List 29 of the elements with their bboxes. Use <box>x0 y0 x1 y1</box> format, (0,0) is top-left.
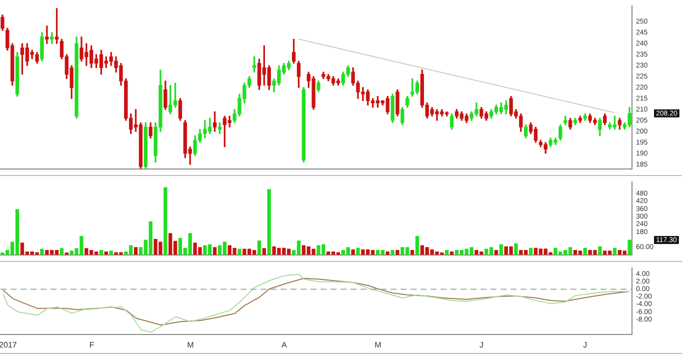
bar <box>60 248 64 255</box>
bar <box>410 250 414 255</box>
x-tick-label: J <box>583 340 588 350</box>
bar <box>390 250 394 255</box>
bar <box>494 250 498 255</box>
bar <box>499 244 503 255</box>
bar <box>262 248 266 255</box>
bar <box>99 250 104 255</box>
bar <box>257 240 262 255</box>
bar <box>445 250 449 255</box>
bar <box>212 247 217 255</box>
x-tick-label: F <box>89 340 94 350</box>
x-tick-label: M <box>374 340 382 350</box>
bar <box>598 246 602 255</box>
bar <box>396 250 400 255</box>
bar <box>628 240 632 255</box>
bar <box>164 187 168 255</box>
bar <box>109 250 113 255</box>
bar <box>40 248 44 255</box>
x-tick-label: A <box>282 340 288 350</box>
bar <box>356 248 360 255</box>
bar <box>351 249 355 255</box>
bar <box>267 189 271 255</box>
bar <box>415 236 420 255</box>
bar <box>134 247 138 255</box>
bar <box>514 243 518 255</box>
x-tick-label: J <box>480 340 484 350</box>
bar <box>238 248 242 255</box>
x-tick-label: M <box>187 340 194 350</box>
